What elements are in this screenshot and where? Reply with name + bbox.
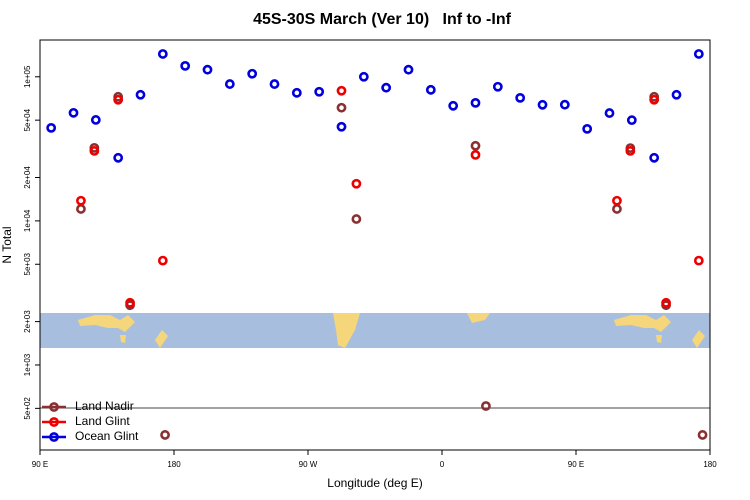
y-tick-label: 5e+03 bbox=[23, 252, 32, 275]
x-tick-label: 90 W bbox=[299, 460, 318, 469]
y-tick-label: 5e+04 bbox=[23, 108, 32, 131]
data-point bbox=[693, 255, 704, 266]
data-point bbox=[68, 107, 79, 118]
data-point bbox=[336, 85, 347, 96]
legend-marker bbox=[49, 432, 59, 442]
data-point bbox=[180, 60, 191, 71]
data-point bbox=[626, 115, 637, 126]
x-tick-label: 180 bbox=[167, 460, 181, 469]
data-point bbox=[481, 401, 491, 411]
data-point bbox=[470, 97, 481, 108]
plot-frame bbox=[39, 39, 711, 451]
data-point bbox=[582, 123, 593, 134]
data-point bbox=[113, 94, 124, 105]
data-point bbox=[76, 204, 86, 214]
y-tick-label: 5e+02 bbox=[23, 397, 32, 420]
data-point bbox=[537, 99, 548, 110]
legend-label: Land Nadir bbox=[75, 399, 134, 413]
data-point bbox=[76, 195, 86, 206]
data-point bbox=[113, 152, 124, 163]
data-point bbox=[46, 122, 57, 133]
data-point bbox=[425, 84, 436, 95]
data-point bbox=[247, 68, 258, 79]
data-point bbox=[160, 430, 170, 440]
y-tick-label: 1e+05 bbox=[23, 65, 32, 88]
legend-label: Ocean Glint bbox=[75, 429, 139, 443]
chart-title: 45S-30S March (Ver 10) Inf to -Inf bbox=[253, 11, 512, 28]
data-point bbox=[314, 86, 325, 97]
data-point bbox=[604, 108, 615, 118]
data-point bbox=[661, 297, 671, 308]
x-tick-label: 180 bbox=[703, 460, 717, 469]
x-tick-label: 0 bbox=[440, 460, 445, 469]
data-point bbox=[157, 49, 168, 59]
x-tick-label: 90 E bbox=[568, 460, 584, 469]
data-point bbox=[381, 82, 392, 93]
data-point bbox=[625, 145, 636, 156]
data-point bbox=[269, 79, 280, 89]
legend-label: Land Glint bbox=[75, 414, 130, 428]
data-point bbox=[403, 64, 414, 75]
y-axis-label: N Total bbox=[0, 226, 14, 263]
data-point bbox=[157, 255, 168, 266]
data-point bbox=[336, 121, 347, 132]
data-point bbox=[693, 49, 704, 59]
data-point bbox=[649, 152, 660, 163]
data-point bbox=[612, 204, 622, 214]
data-point bbox=[336, 102, 347, 113]
data-point bbox=[470, 150, 481, 160]
y-tick-label: 2e+04 bbox=[23, 166, 32, 189]
y-tick-label: 2e+03 bbox=[23, 310, 32, 333]
data-point bbox=[697, 430, 708, 440]
data-point bbox=[351, 178, 362, 189]
data-point bbox=[351, 214, 362, 224]
data-point bbox=[202, 64, 213, 75]
data-point bbox=[291, 87, 302, 98]
data-point bbox=[125, 297, 135, 308]
data-point bbox=[492, 81, 503, 92]
data-point bbox=[649, 94, 660, 105]
data-point bbox=[135, 89, 146, 100]
x-tick-label: 90 E bbox=[32, 460, 48, 469]
legend-marker bbox=[49, 417, 59, 427]
data-point bbox=[559, 99, 570, 110]
y-tick-label: 1e+03 bbox=[23, 353, 32, 376]
data-point bbox=[612, 195, 622, 206]
data-point bbox=[89, 145, 100, 156]
y-tick-label: 1e+04 bbox=[23, 209, 32, 232]
map-strip bbox=[40, 313, 710, 348]
data-point bbox=[90, 115, 101, 125]
x-axis-label: Longitude (deg E) bbox=[327, 476, 422, 490]
data-point bbox=[358, 71, 369, 82]
data-point bbox=[470, 140, 481, 151]
legend-marker bbox=[49, 402, 59, 412]
data-point bbox=[448, 100, 459, 111]
data-point bbox=[515, 92, 526, 103]
data-point bbox=[671, 89, 682, 100]
data-point bbox=[224, 79, 235, 89]
